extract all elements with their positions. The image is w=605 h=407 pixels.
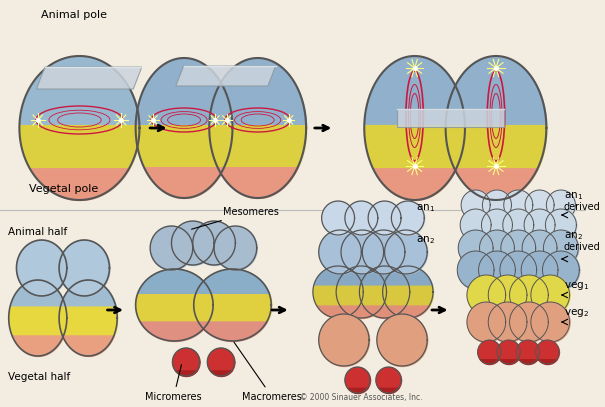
Text: an$_1$: an$_1$: [416, 202, 434, 214]
Text: Mesomeres: Mesomeres: [192, 207, 279, 229]
Text: Macromeres: Macromeres: [234, 342, 302, 402]
Polygon shape: [176, 66, 276, 86]
Text: Animal pole: Animal pole: [41, 10, 106, 20]
Polygon shape: [397, 109, 504, 127]
Text: veg$_1$: veg$_1$: [564, 280, 589, 292]
Text: an$_1$: an$_1$: [564, 190, 583, 202]
Polygon shape: [36, 67, 142, 89]
Text: an$_2$: an$_2$: [564, 230, 583, 242]
Text: Animal half: Animal half: [8, 227, 67, 237]
Text: an$_2$: an$_2$: [416, 234, 434, 246]
Text: Vegetal pole: Vegetal pole: [29, 184, 98, 194]
Text: Vegetal half: Vegetal half: [8, 372, 70, 382]
Text: Micromeres: Micromeres: [145, 365, 202, 402]
Text: derived: derived: [564, 202, 601, 212]
Text: derived: derived: [564, 242, 601, 252]
Text: veg$_2$: veg$_2$: [564, 307, 589, 319]
Text: © 2000 Sinauer Associates, Inc.: © 2000 Sinauer Associates, Inc.: [300, 393, 423, 402]
